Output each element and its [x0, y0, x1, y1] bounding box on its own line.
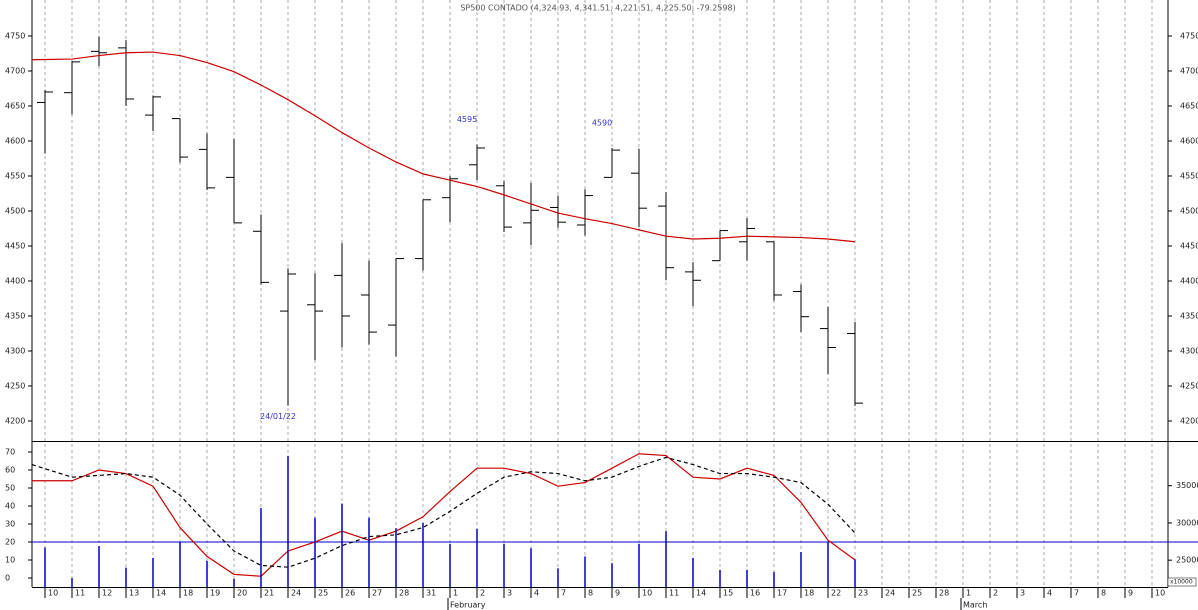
y-tick-label: 0 — [5, 573, 10, 582]
y2-tick-label: 30000 — [1176, 518, 1198, 527]
x-tick-label: 12 — [102, 589, 112, 598]
unit-box — [1167, 577, 1197, 587]
y-tick-label: 4250 — [1180, 381, 1198, 390]
x-tick-label: 9 — [1128, 589, 1133, 598]
y-tick-label: 60 — [5, 465, 15, 474]
x-tick-label: 11 — [669, 589, 679, 598]
x-tick-label: 11 — [75, 589, 85, 598]
y-tick-label: 4250 — [5, 381, 25, 390]
x-tick-label: 14 — [156, 589, 166, 598]
ma-line — [31, 51, 856, 243]
x-tick-label: 4 — [1047, 589, 1052, 598]
x-tick-label: 10 — [1155, 589, 1165, 598]
x-tick-label: 18 — [183, 589, 193, 598]
x-tick-label: 24 — [291, 589, 301, 598]
x-tick-label: 7 — [561, 589, 566, 598]
annotation: 24/01/22 — [260, 412, 296, 421]
y-tick-label: 4750 — [5, 31, 25, 40]
y-tick-label: 4350 — [5, 311, 25, 320]
y-tick-label: 4450 — [5, 241, 25, 250]
y-tick-label: 4750 — [1180, 31, 1198, 40]
y-tick-label: 4500 — [5, 206, 25, 215]
y-tick-label: 4600 — [5, 136, 25, 145]
x-tick-label: 21 — [264, 589, 274, 598]
y-tick-label: 4200 — [5, 416, 25, 425]
x-tick-label: 28 — [939, 589, 949, 598]
x-tick-label: 15 — [723, 589, 733, 598]
y-tick-label: 40 — [5, 501, 15, 510]
x-tick-label: 4 — [534, 589, 539, 598]
x-tick-label: 25 — [318, 589, 328, 598]
annotation: 4595 — [457, 115, 477, 124]
y-tick-label: 4200 — [1180, 416, 1198, 425]
x-tick-label: 10 — [642, 589, 652, 598]
y-tick-label: 10 — [5, 555, 15, 564]
x-tick-label: 17 — [777, 589, 787, 598]
y2-tick-label: 35000 — [1176, 481, 1198, 490]
x-tick-label: 23 — [858, 589, 868, 598]
grid — [44, 0, 1153, 587]
y-tick-label: 20 — [5, 537, 15, 546]
y-tick-label: 4700 — [5, 66, 25, 75]
x-tick-label: 28 — [399, 589, 409, 598]
x-tick-label: 8 — [588, 589, 593, 598]
y-tick-label: 4300 — [1180, 346, 1198, 355]
y-tick-label: 4550 — [5, 171, 25, 180]
y2-tick-label: 25000 — [1176, 556, 1198, 565]
y-tick-label: 4600 — [1180, 136, 1198, 145]
x-tick-label: 1 — [453, 589, 458, 598]
month-label: March — [963, 601, 987, 610]
month-label: February — [450, 601, 486, 610]
y-tick-label: 4500 — [1180, 206, 1198, 215]
x-tick-label: 27 — [372, 589, 382, 598]
y-tick-label: 4300 — [5, 346, 25, 355]
x-tick-label: 8 — [1101, 589, 1106, 598]
x-tick-label: 7 — [1074, 589, 1079, 598]
x-tick-label: 10 — [48, 589, 58, 598]
y-tick-label: 4700 — [1180, 66, 1198, 75]
y-tick-label: 4400 — [1180, 276, 1198, 285]
y-tick-label: 4650 — [5, 101, 25, 110]
oscillator-line — [31, 456, 856, 568]
x-tick-label: 31 — [426, 589, 436, 598]
x-tick-label: 9 — [615, 589, 620, 598]
y-tick-label: 4450 — [1180, 241, 1198, 250]
y-tick-label: 30 — [5, 519, 15, 528]
x-tick-label: 1 — [966, 589, 971, 598]
y-tick-label: 4550 — [1180, 171, 1198, 180]
y-tick-label: 4650 — [1180, 101, 1198, 110]
x-tick-label: 16 — [750, 589, 760, 598]
y-tick-label: 4350 — [1180, 311, 1198, 320]
x-tick-label: 26 — [345, 589, 355, 598]
x-tick-label: 24 — [885, 589, 895, 598]
x-tick-label: 2 — [993, 589, 998, 598]
oscillator-line — [32, 453, 856, 577]
x-tick-label: 20 — [237, 589, 247, 598]
x-tick-label: 25 — [912, 589, 922, 598]
x-tick-label: 2 — [480, 589, 485, 598]
x-tick-label: 13 — [129, 589, 139, 598]
x-tick-label: 3 — [507, 589, 512, 598]
y-tick-label: 50 — [5, 483, 15, 492]
y-tick-label: 70 — [5, 447, 15, 456]
x-tick-label: 18 — [804, 589, 814, 598]
x-tick-label: 19 — [210, 589, 220, 598]
y2-unit: x10000 — [1170, 579, 1193, 586]
y-tick-label: 4400 — [5, 276, 25, 285]
x-tick-label: 22 — [831, 589, 841, 598]
x-tick-label: 3 — [1020, 589, 1025, 598]
annotation: 4590 — [592, 118, 612, 127]
chart-title: SP500 CONTADO (4,324.93, 4,341.51, 4,221… — [460, 4, 735, 13]
x-tick-label: 14 — [696, 589, 706, 598]
